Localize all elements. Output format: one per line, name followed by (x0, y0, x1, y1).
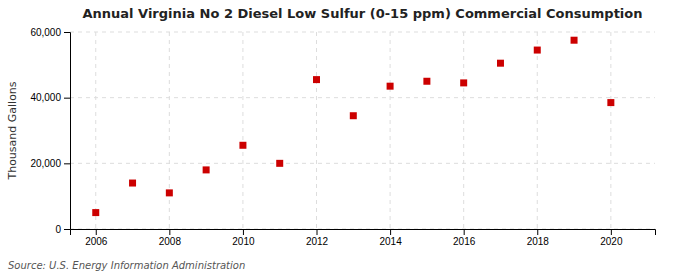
x-tick-mark (317, 229, 318, 235)
point (166, 189, 173, 196)
x-grid-line (242, 32, 243, 229)
x-grid-line (537, 32, 538, 229)
y-tick-label: 40,000 (30, 92, 61, 103)
x-grid-line (95, 32, 96, 229)
point (387, 83, 394, 90)
x-grid-line (463, 32, 464, 229)
x-tick-label: 2018 (527, 236, 550, 247)
y-grid-line (70, 32, 655, 33)
x-tick-label: 2006 (85, 236, 108, 247)
x-tick: 2016 (453, 229, 476, 247)
x-tick-mark (611, 229, 612, 235)
point (129, 180, 136, 187)
x-axis: 2006 2008 2010 2012 2014 2016 2018 2020 (71, 229, 656, 247)
x-tick: 2018 (527, 229, 550, 247)
chart: 2006 2008 2010 2012 2014 2016 2018 2020 0 20,000 4… (0, 0, 675, 275)
x-tick-label: 2010 (232, 236, 255, 247)
x-tick: 2006 (85, 229, 108, 247)
x-tick-mark (390, 229, 391, 235)
y-tick: 0 (55, 224, 70, 235)
y-grid-line (70, 163, 655, 164)
point (534, 47, 541, 54)
x-tick: 2014 (379, 229, 402, 247)
point (423, 78, 430, 85)
x-tick-mark (464, 229, 465, 235)
point (607, 99, 614, 106)
x-tick-label: 2020 (600, 236, 623, 247)
annotation: Source: U.S. Energy Information Administ… (8, 260, 245, 271)
x-tick-mark (96, 229, 97, 235)
x-tick-label: 2014 (379, 236, 402, 247)
x-grid-line (316, 32, 317, 229)
point (350, 112, 357, 119)
points (92, 37, 614, 216)
point (571, 37, 578, 44)
point (460, 79, 467, 86)
y-tick-mark (64, 163, 70, 164)
x-tick-mark (243, 229, 244, 235)
point (239, 142, 246, 149)
x-axis-line (71, 230, 656, 236)
y-axis-line (64, 33, 71, 230)
x-tick-mark (169, 229, 170, 235)
y-tick: 60,000 (30, 27, 70, 38)
y-tick: 40,000 (30, 92, 70, 103)
x-tick-label: 2012 (306, 236, 329, 247)
y-tick-mark (64, 32, 70, 33)
x-tick: 2012 (306, 229, 329, 247)
x-tick-label: 2016 (453, 236, 476, 247)
y-axis: 0 20,000 40,000 60,000 (30, 27, 70, 235)
point (497, 60, 504, 67)
x-tick-mark (537, 229, 538, 235)
x-grid-line (390, 32, 391, 229)
x-tick: 2008 (159, 229, 182, 247)
point (92, 209, 99, 216)
x-tick: 2020 (600, 229, 623, 247)
grid (70, 32, 655, 229)
x-tick-label: 2008 (159, 236, 182, 247)
title: Annual Virginia No 2 Diesel Low Sulfur (… (83, 6, 643, 21)
x-tick: 2010 (232, 229, 255, 247)
point (276, 160, 283, 167)
y-axis-label: Thousand Gallons (6, 81, 19, 180)
y-tick-mark (64, 229, 70, 230)
y-tick-label: 20,000 (30, 158, 61, 169)
point (203, 166, 210, 173)
x-grid-line (610, 32, 611, 229)
point (313, 76, 320, 83)
y-tick-mark (64, 98, 70, 99)
x-grid-line (169, 32, 170, 229)
plot-area: 2006 2008 2010 2012 2014 2016 2018 2020 0 20,000 4… (30, 27, 655, 247)
y-tick: 20,000 (30, 158, 70, 169)
y-tick-label: 0 (55, 224, 61, 235)
y-grid-line (70, 97, 655, 98)
y-tick-label: 60,000 (30, 27, 61, 38)
